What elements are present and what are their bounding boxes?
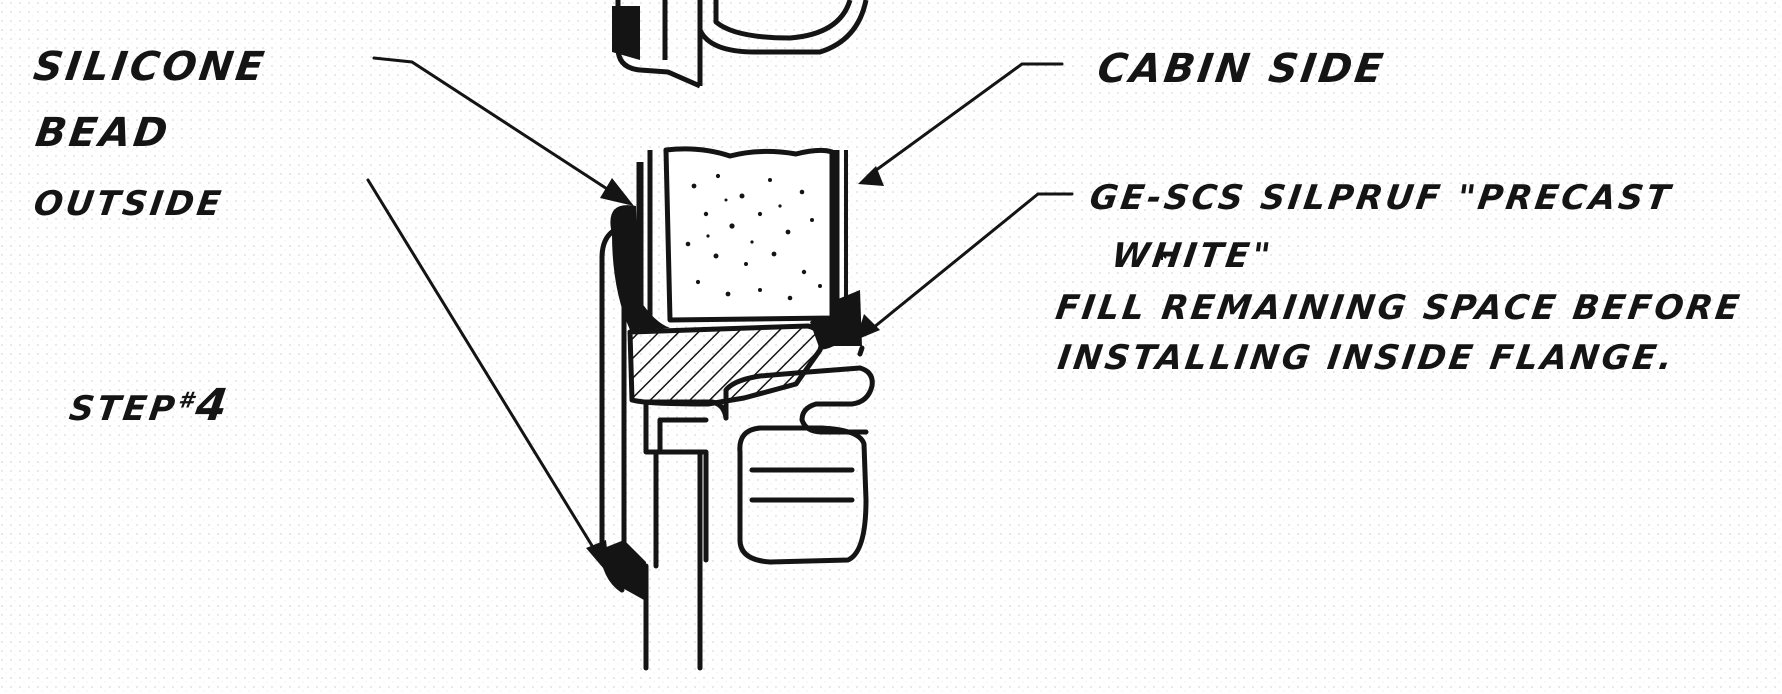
leader-cabin-side: [866, 62, 1064, 178]
label-silicone: SILICONE: [30, 44, 270, 90]
sealant-fills: [604, 205, 862, 600]
leader-sealant: [866, 192, 1074, 334]
label-cabin-side: CABIN SIDE: [1094, 46, 1389, 92]
label-sealant-line1: GE-SCS SILPRUF "PRECAST: [1087, 178, 1676, 218]
label-fill-line2: INSTALLING INSIDE FLANGE.: [1055, 338, 1678, 378]
leader-lines: [366, 56, 1074, 564]
lower-silicone-bead: [604, 540, 646, 600]
leader-outside: [366, 178, 604, 564]
label-fill-line1: FILL REMAINING SPACE BEFORE: [1053, 288, 1745, 328]
label-step-text: STEP: [66, 389, 181, 429]
stipple-dots: [685, 173, 822, 301]
leader-silicone-bead: [372, 56, 620, 198]
upper-silicone-fill: [612, 6, 640, 60]
label-outside: OUTSIDE: [31, 184, 227, 224]
label-step-number: 4: [192, 380, 234, 431]
label-sealant-line2: WHITE": [1109, 236, 1276, 276]
label-step: STEP#4: [66, 380, 234, 431]
annotation-ticks: [1157, 249, 1167, 260]
label-bead: BEAD: [32, 110, 174, 156]
upper-extrusion-fragment: [612, 0, 869, 89]
glass-block: [636, 146, 848, 328]
